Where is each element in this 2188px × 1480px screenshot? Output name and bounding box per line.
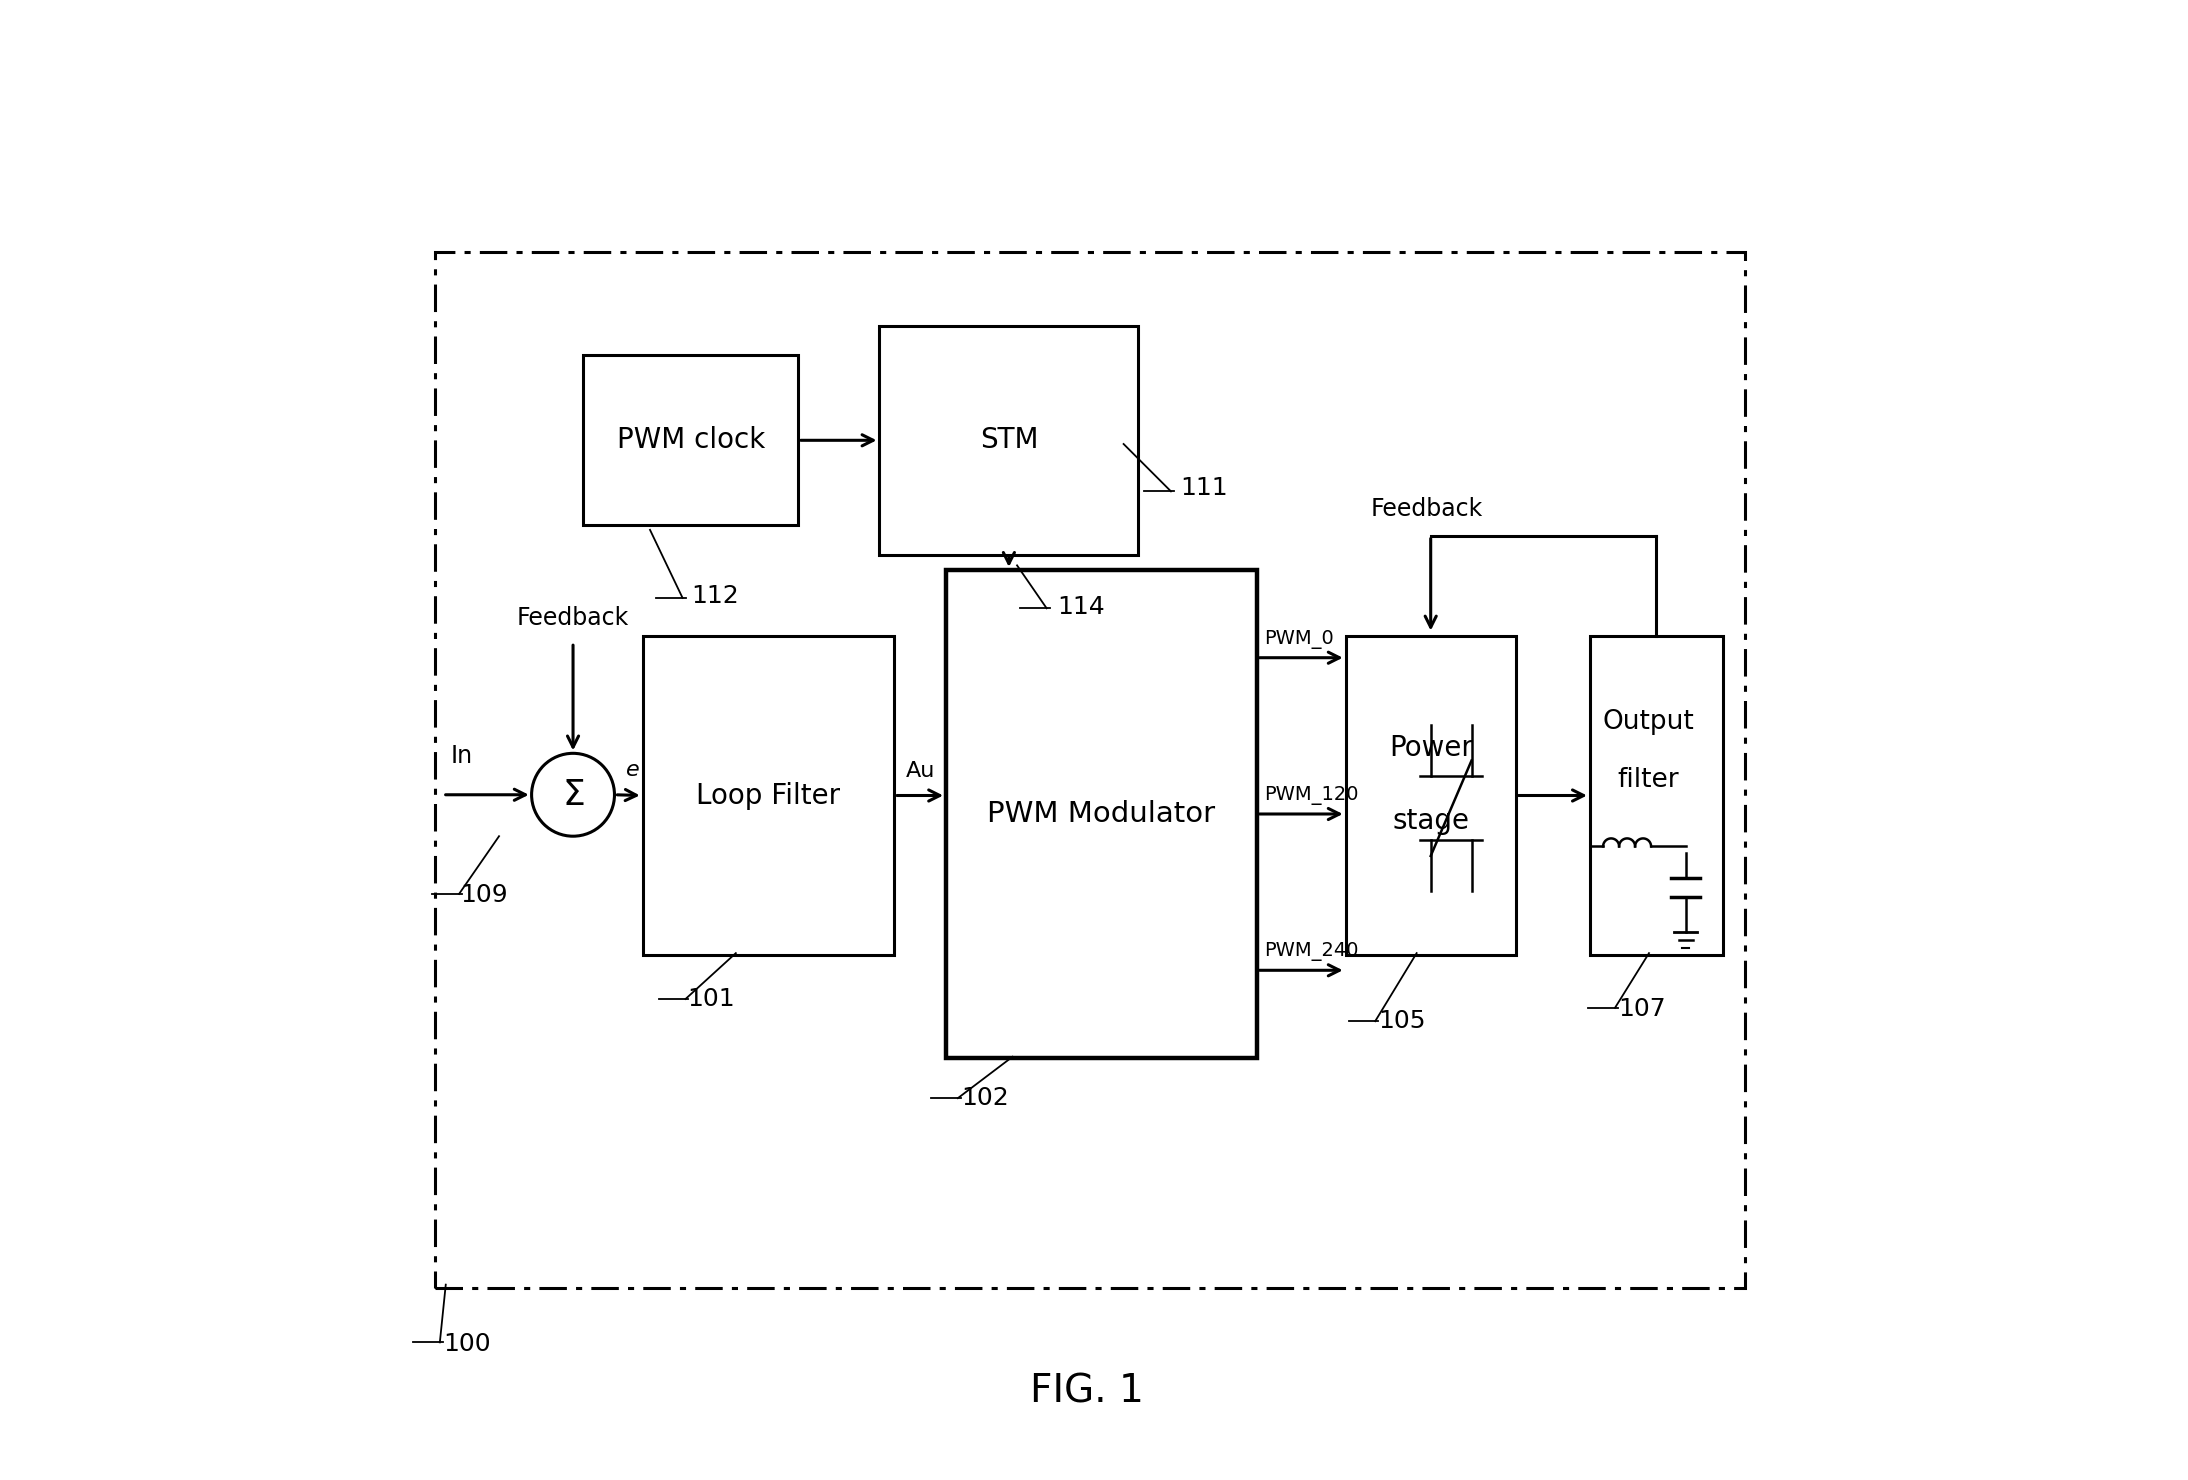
Bar — [435, 252, 1746, 1288]
Text: 114: 114 — [1057, 595, 1105, 619]
Bar — [584, 355, 799, 525]
Text: 105: 105 — [1378, 1009, 1427, 1033]
Text: e: e — [626, 759, 641, 780]
Text: Loop Filter: Loop Filter — [696, 781, 840, 810]
Text: STM: STM — [980, 426, 1037, 454]
Text: Power: Power — [1389, 734, 1473, 762]
Text: 112: 112 — [691, 585, 740, 608]
Bar — [643, 636, 895, 955]
Text: $\Sigma$: $\Sigma$ — [562, 778, 584, 811]
Bar — [1346, 636, 1516, 955]
Bar — [1591, 636, 1722, 955]
Text: PWM_120: PWM_120 — [1265, 786, 1359, 805]
Bar — [880, 326, 1138, 555]
Text: PWM Modulator: PWM Modulator — [987, 801, 1217, 827]
Text: 102: 102 — [961, 1086, 1009, 1110]
Text: 100: 100 — [442, 1332, 490, 1356]
Text: PWM clock: PWM clock — [617, 426, 766, 454]
Text: PWM_0: PWM_0 — [1265, 630, 1335, 648]
Text: Feedback: Feedback — [516, 607, 630, 630]
Text: 101: 101 — [687, 987, 735, 1011]
Text: 107: 107 — [1617, 998, 1665, 1021]
Text: PWM_240: PWM_240 — [1265, 943, 1359, 962]
Bar — [945, 570, 1256, 1058]
Text: 111: 111 — [1179, 477, 1227, 500]
Text: FIG. 1: FIG. 1 — [1031, 1372, 1144, 1410]
Text: stage: stage — [1392, 807, 1468, 835]
Text: Output: Output — [1602, 709, 1694, 736]
Text: Au: Au — [906, 761, 936, 781]
Text: filter: filter — [1617, 767, 1678, 793]
Text: In: In — [451, 744, 473, 768]
Text: Feedback: Feedback — [1370, 497, 1483, 521]
Text: 109: 109 — [459, 884, 508, 907]
